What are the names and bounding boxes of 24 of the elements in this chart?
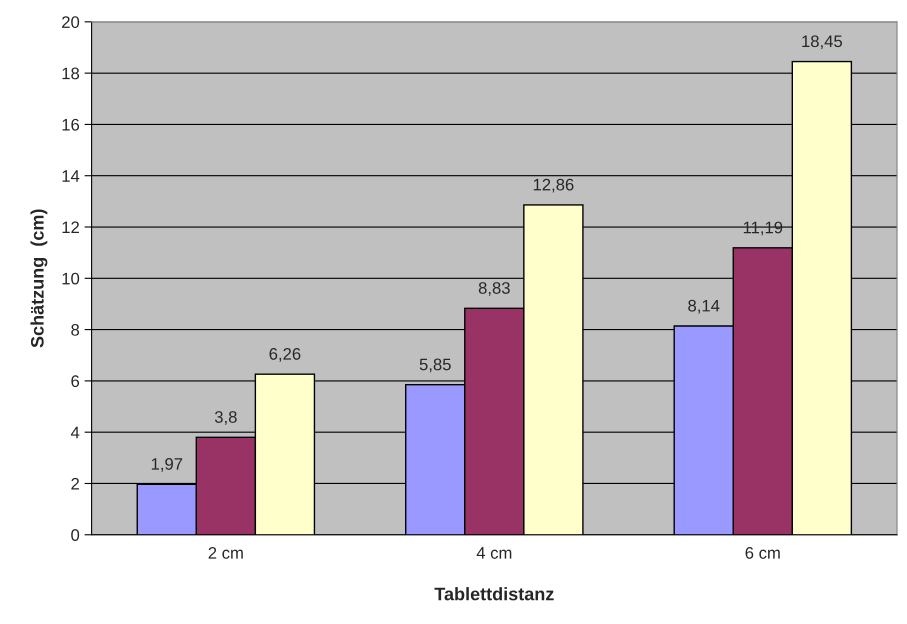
y-axis-title: Schätzung (cm) [30,209,48,348]
x-axis-title: Tablettdistanz [434,587,554,600]
data-label: 6,26 [270,348,300,362]
data-label: 8,14 [688,300,720,314]
data-label: 5,85 [420,358,451,372]
y-tick-label: 6 [71,375,80,388]
data-label: 1,97 [152,458,182,472]
y-tick-label: 16 [62,118,80,131]
x-tick-label: 2 cm [208,547,243,559]
y-tick-label: 4 [70,426,80,438]
y-tick-label: 14 [62,170,80,182]
x-tick-label: 4 cm [476,547,512,559]
y-tick-label: 8 [71,324,80,336]
y-tick-label: 18 [62,68,80,80]
y-tick-label: 20 [62,16,80,28]
y-tick-label: 12 [62,221,79,234]
data-label: 12,86 [534,178,574,193]
y-tick-label: 10 [62,272,80,285]
data-label: 3,8 [214,411,237,425]
y-tick-label: 2 [71,478,79,490]
data-label: 8,83 [478,282,510,296]
y-tick-label: 0 [71,529,80,541]
x-tick-label: 6 cm [746,547,780,559]
data-label: 18,45 [802,35,842,50]
